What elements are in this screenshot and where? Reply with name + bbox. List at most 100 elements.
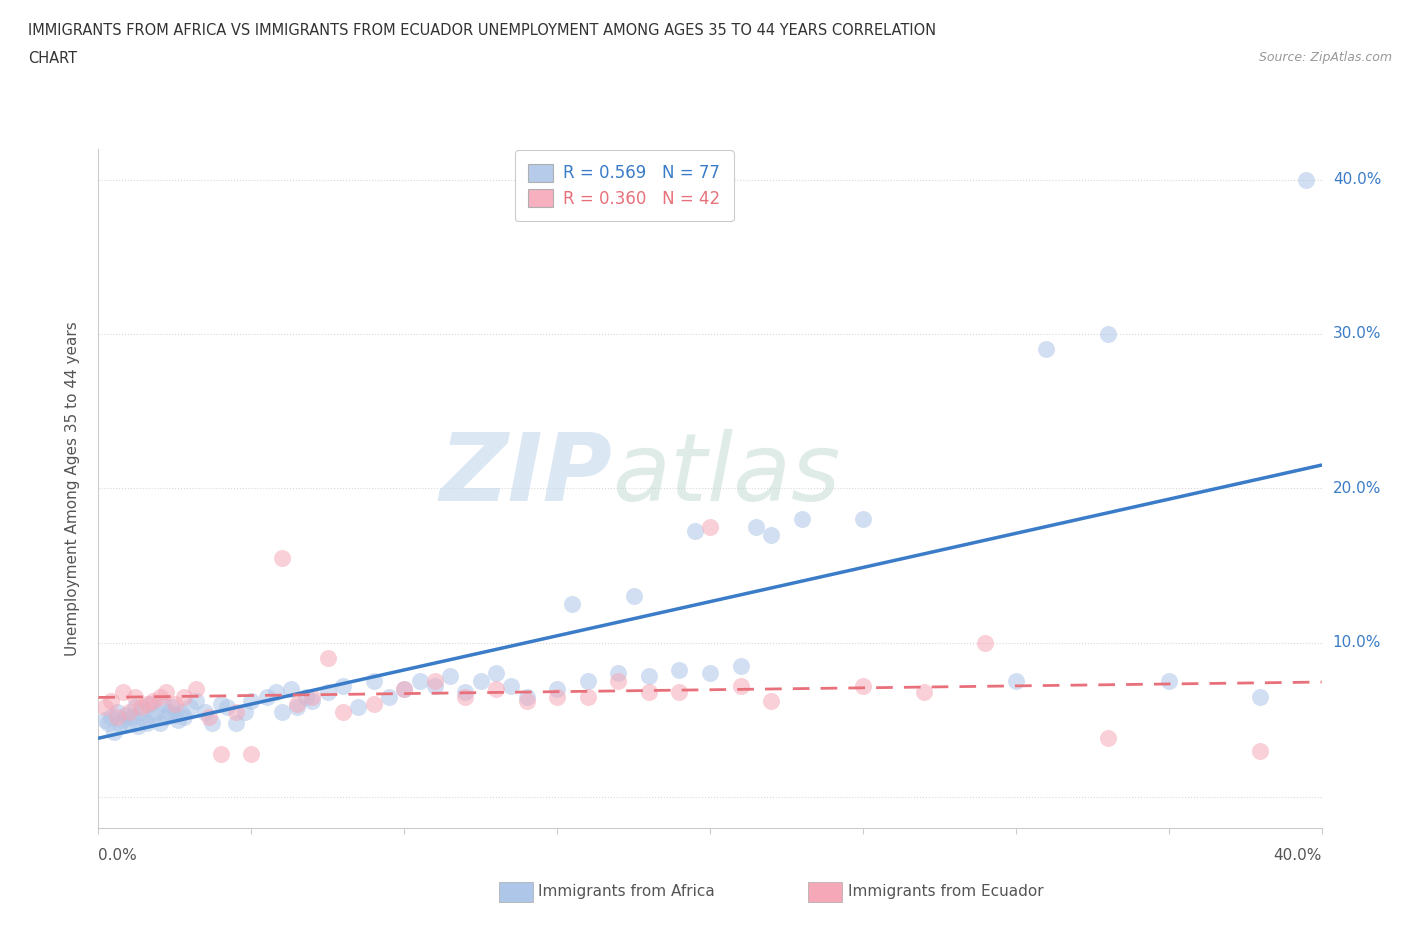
- Point: [454, 689, 477, 704]
- Point: [1035, 342, 1057, 357]
- Point: [240, 746, 263, 761]
- Point: [103, 724, 125, 739]
- Point: [225, 705, 247, 720]
- Point: [167, 712, 190, 727]
- Point: [1295, 172, 1317, 187]
- Point: [264, 684, 287, 699]
- Point: [470, 673, 492, 688]
- Point: [173, 710, 195, 724]
- Point: [163, 708, 186, 723]
- Point: [155, 710, 177, 724]
- Y-axis label: Unemployment Among Ages 35 to 44 years: Unemployment Among Ages 35 to 44 years: [65, 321, 80, 656]
- Point: [392, 682, 416, 697]
- Point: [280, 682, 302, 697]
- Point: [163, 697, 186, 711]
- Text: 40.0%: 40.0%: [1274, 848, 1322, 863]
- Legend: R = 0.569   N = 77, R = 0.360   N = 42: R = 0.569 N = 77, R = 0.360 N = 42: [515, 151, 734, 221]
- Point: [332, 678, 354, 693]
- Point: [93, 712, 115, 727]
- Point: [186, 694, 208, 709]
- Text: atlas: atlas: [612, 429, 841, 520]
- Point: [115, 708, 138, 723]
- Point: [111, 712, 134, 727]
- Point: [93, 700, 115, 715]
- Point: [145, 705, 167, 720]
- Point: [546, 689, 568, 704]
- Point: [136, 697, 159, 711]
- Point: [118, 715, 141, 730]
- Point: [790, 512, 813, 526]
- Point: [852, 678, 875, 693]
- Point: [408, 673, 430, 688]
- Text: Source: ZipAtlas.com: Source: ZipAtlas.com: [1258, 51, 1392, 64]
- Point: [124, 689, 146, 704]
- Point: [270, 551, 292, 565]
- Point: [209, 746, 232, 761]
- Point: [256, 689, 278, 704]
- Point: [332, 705, 354, 720]
- Point: [142, 694, 165, 709]
- Point: [194, 705, 217, 720]
- Point: [160, 700, 183, 715]
- Point: [745, 519, 768, 534]
- Text: 30.0%: 30.0%: [1333, 326, 1381, 341]
- Point: [347, 700, 370, 715]
- Point: [124, 700, 146, 715]
- Point: [129, 700, 152, 715]
- Point: [974, 635, 997, 650]
- Point: [105, 710, 128, 724]
- Point: [546, 682, 568, 697]
- Point: [623, 589, 645, 604]
- Point: [1157, 673, 1180, 688]
- Point: [316, 651, 339, 666]
- Point: [485, 666, 508, 681]
- Point: [759, 694, 782, 709]
- Point: [637, 669, 661, 684]
- Point: [215, 700, 238, 715]
- Text: 40.0%: 40.0%: [1333, 172, 1381, 187]
- Text: CHART: CHART: [28, 51, 77, 66]
- Point: [699, 519, 721, 534]
- Point: [699, 666, 721, 681]
- Point: [111, 684, 134, 699]
- Point: [1004, 673, 1026, 688]
- Point: [157, 705, 180, 720]
- Point: [285, 700, 308, 715]
- Point: [142, 710, 165, 724]
- Text: IMMIGRANTS FROM AFRICA VS IMMIGRANTS FROM ECUADOR UNEMPLOYMENT AMONG AGES 35 TO : IMMIGRANTS FROM AFRICA VS IMMIGRANTS FRO…: [28, 23, 936, 38]
- Point: [363, 697, 385, 711]
- Point: [149, 689, 172, 704]
- Point: [576, 673, 599, 688]
- Point: [439, 669, 461, 684]
- Point: [121, 710, 143, 724]
- Point: [170, 705, 193, 720]
- Point: [730, 658, 752, 673]
- Point: [852, 512, 875, 526]
- Point: [501, 678, 523, 693]
- Point: [485, 682, 508, 697]
- Point: [97, 715, 120, 730]
- Point: [363, 673, 385, 688]
- Point: [270, 705, 292, 720]
- Point: [912, 684, 935, 699]
- Point: [200, 715, 222, 730]
- Point: [173, 689, 195, 704]
- Point: [100, 694, 122, 709]
- Point: [1249, 689, 1271, 704]
- Point: [186, 682, 208, 697]
- Text: 10.0%: 10.0%: [1333, 635, 1381, 650]
- Point: [129, 705, 152, 720]
- Point: [179, 700, 201, 715]
- Point: [118, 705, 141, 720]
- Point: [316, 684, 339, 699]
- Point: [516, 689, 538, 704]
- Text: Immigrants from Ecuador: Immigrants from Ecuador: [848, 884, 1043, 899]
- Point: [454, 684, 477, 699]
- Point: [240, 694, 263, 709]
- Point: [127, 718, 149, 733]
- Text: ZIP: ZIP: [439, 429, 612, 521]
- Point: [378, 689, 401, 704]
- Point: [668, 663, 690, 678]
- Point: [561, 596, 583, 611]
- Point: [759, 527, 782, 542]
